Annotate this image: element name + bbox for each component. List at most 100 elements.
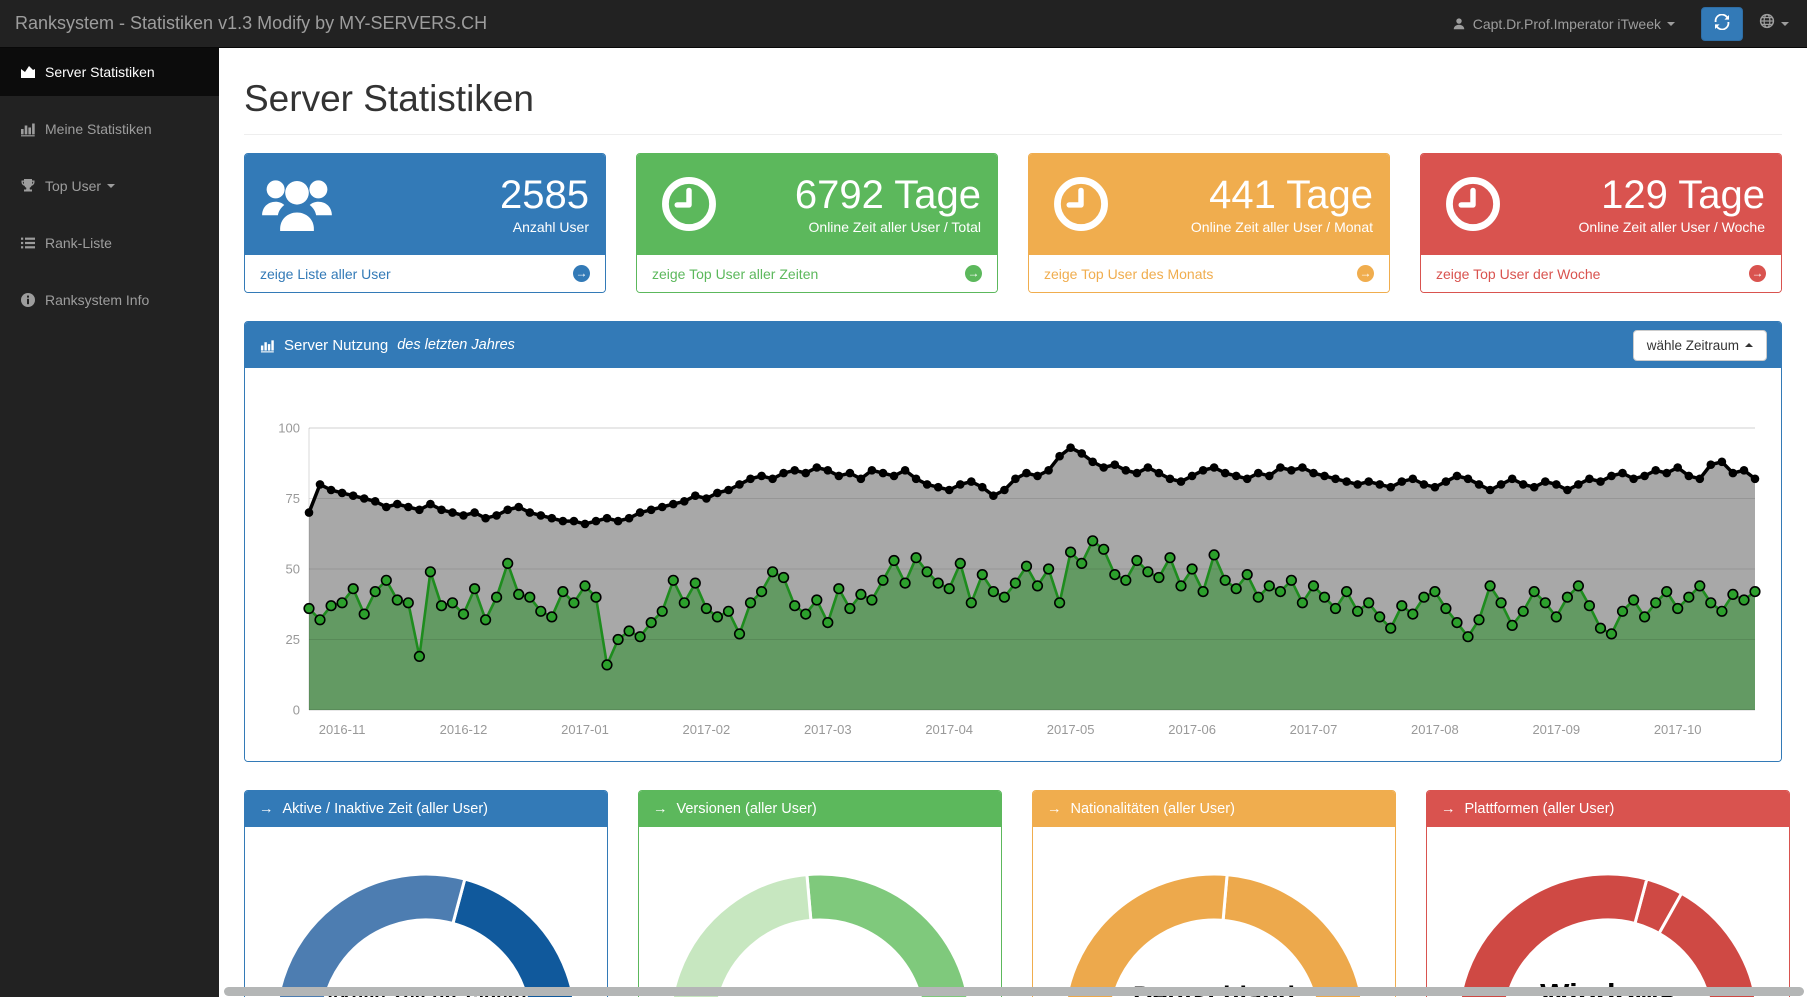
- data-point: [612, 633, 624, 646]
- data-point: [382, 502, 391, 512]
- stat-card-online-zeit-aller-user-monat: 441 Tage Online Zeit aller User / Monat ze…: [1028, 153, 1390, 293]
- y-tick-label: 25: [286, 632, 300, 647]
- y-tick-label: 50: [286, 562, 300, 577]
- data-point: [1596, 477, 1605, 486]
- data-point: [1132, 468, 1142, 478]
- data-point: [502, 557, 514, 569]
- data-point: [669, 499, 678, 509]
- y-tick-label: 100: [278, 421, 300, 436]
- data-point: [746, 474, 755, 484]
- data-point: [1265, 471, 1274, 481]
- data-point: [978, 482, 987, 492]
- data-point: [801, 468, 810, 478]
- sidebar-item-meine-statistiken[interactable]: Meine Statistiken: [0, 105, 219, 153]
- sidebar-item-ranksystem-info[interactable]: Ranksystem Info: [0, 276, 219, 324]
- data-point: [1485, 485, 1495, 495]
- data-point: [1076, 557, 1088, 569]
- donut-slice: [451, 877, 575, 997]
- data-point: [413, 650, 425, 663]
- data-point: [1638, 611, 1651, 623]
- data-point: [557, 586, 569, 598]
- panel-header: → Aktive / Inaktive Zeit (aller User): [245, 791, 607, 827]
- x-tick-label: 2017-05: [1047, 722, 1095, 737]
- horizontal-scrollbar[interactable]: [224, 987, 1804, 996]
- data-point: [1098, 543, 1110, 555]
- language-menu[interactable]: [1759, 13, 1789, 34]
- data-point: [304, 508, 314, 517]
- data-point: [1142, 566, 1154, 578]
- data-point: [1009, 577, 1022, 589]
- data-point: [678, 597, 690, 609]
- data-point: [1363, 597, 1375, 609]
- data-point: [1208, 549, 1220, 561]
- sidebar-item-top-user[interactable]: Top User: [0, 162, 219, 210]
- caret-up-icon: [1745, 343, 1753, 347]
- data-point: [823, 466, 833, 475]
- sidebar-item-server-statistiken[interactable]: Server Statistiken: [0, 48, 219, 96]
- navbar-right: Capt.Dr.Prof.Imperator iTweek: [1452, 6, 1807, 41]
- refresh-icon: [1714, 13, 1730, 33]
- data-point: [415, 505, 424, 515]
- data-point: [1088, 457, 1097, 467]
- data-point: [393, 499, 402, 509]
- data-point: [900, 466, 910, 475]
- data-point: [1220, 468, 1230, 478]
- data-point: [1651, 466, 1660, 475]
- choose-timerange-button[interactable]: wähle Zeitraum: [1632, 329, 1767, 361]
- data-point: [568, 597, 580, 609]
- caret-down-icon: [107, 184, 116, 188]
- data-point: [933, 482, 943, 492]
- data-point: [944, 485, 954, 495]
- data-point: [1397, 477, 1407, 486]
- data-point: [1727, 588, 1739, 600]
- stat-card-link-zeige-liste-aller-user[interactable]: zeige Liste aller User →: [245, 254, 605, 292]
- user-menu[interactable]: Capt.Dr.Prof.Imperator iTweek: [1452, 16, 1675, 32]
- data-point: [1418, 591, 1430, 603]
- data-point: [691, 491, 700, 500]
- donut-slice: [805, 872, 970, 997]
- page-title: Server Statistiken: [244, 78, 1782, 135]
- donut-chart: 3.4.4 [Build 1424228378]: [639, 849, 1001, 997]
- stat-card-link-zeige-top-user-der-woche[interactable]: zeige Top User der Woche →: [1421, 254, 1781, 292]
- stat-label: Anzahl User: [512, 218, 589, 235]
- data-point: [866, 594, 878, 606]
- data-point: [1529, 482, 1539, 492]
- sidebar-item-rank-liste[interactable]: Rank-Liste: [0, 219, 219, 267]
- data-point: [777, 571, 790, 584]
- x-tick-label: 2017-06: [1168, 722, 1216, 737]
- bar-chart-icon: [20, 121, 36, 137]
- data-point: [1066, 443, 1075, 452]
- data-point: [347, 583, 359, 595]
- data-point: [1296, 597, 1308, 609]
- y-tick-label: 75: [286, 491, 300, 506]
- data-point: [1197, 586, 1209, 598]
- bar-chart-icon: [259, 338, 276, 353]
- data-point: [1386, 482, 1395, 492]
- data-point: [1507, 474, 1517, 484]
- user-icon: [1452, 17, 1466, 31]
- stat-card-link-zeige-top-user-des-monats[interactable]: zeige Top User des Monats →: [1029, 254, 1389, 292]
- data-point: [811, 594, 823, 606]
- data-point: [1209, 463, 1219, 472]
- data-point: [1231, 471, 1241, 481]
- panel-title: Nationalitäten (aller User): [1070, 801, 1235, 817]
- data-point: [1607, 471, 1616, 481]
- data-point: [1683, 591, 1695, 603]
- data-point: [1053, 597, 1066, 609]
- data-point: [1473, 614, 1485, 626]
- server-usage-panel: Server Nutzung des letzten Jahres wähle …: [244, 321, 1782, 762]
- data-point: [713, 488, 722, 498]
- data-point: [624, 513, 634, 523]
- data-point: [481, 513, 490, 523]
- refresh-button[interactable]: [1701, 6, 1743, 41]
- data-point: [1441, 477, 1451, 486]
- data-point: [700, 602, 713, 615]
- data-point: [1408, 474, 1418, 484]
- data-point: [1650, 597, 1662, 609]
- stat-card-link-zeige-top-user-aller-zeiten[interactable]: zeige Top User aller Zeiten →: [637, 254, 997, 292]
- data-point: [976, 569, 988, 581]
- data-point: [514, 502, 523, 512]
- sidebar-item-label: Ranksystem Info: [45, 292, 150, 308]
- data-point: [789, 600, 801, 612]
